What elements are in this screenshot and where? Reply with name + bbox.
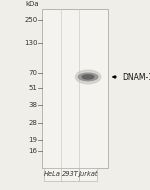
Bar bbox=[79, 168, 97, 180]
Text: 38: 38 bbox=[28, 102, 38, 108]
Bar bbox=[44, 168, 62, 180]
Ellipse shape bbox=[78, 73, 98, 81]
Text: 16: 16 bbox=[28, 148, 38, 154]
Bar bbox=[42, 9, 108, 168]
Text: DNAM-1/CD226: DNAM-1/CD226 bbox=[122, 72, 150, 82]
Text: kDa: kDa bbox=[25, 1, 39, 7]
Text: 51: 51 bbox=[29, 85, 38, 91]
Ellipse shape bbox=[82, 75, 94, 79]
Text: 250: 250 bbox=[24, 17, 38, 23]
Text: 19: 19 bbox=[28, 137, 38, 143]
Text: 130: 130 bbox=[24, 40, 38, 46]
Bar bbox=[61, 168, 79, 180]
Text: 293T: 293T bbox=[62, 171, 78, 177]
Text: 28: 28 bbox=[29, 120, 38, 126]
Ellipse shape bbox=[75, 70, 101, 84]
Text: HeLa: HeLa bbox=[44, 171, 61, 177]
Text: 70: 70 bbox=[28, 70, 38, 76]
Text: Jurkat: Jurkat bbox=[78, 171, 98, 177]
